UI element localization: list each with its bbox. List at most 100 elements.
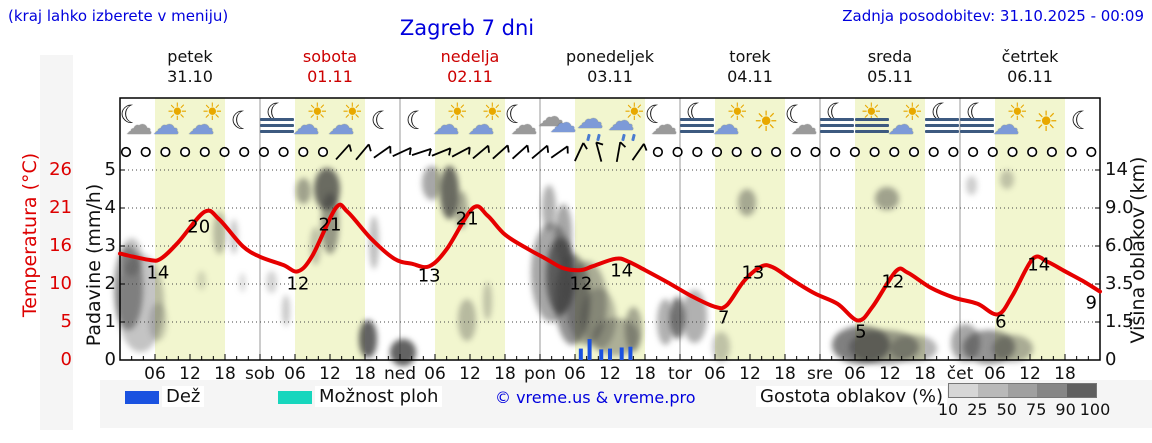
moon-glyph: ☾ <box>685 98 708 127</box>
cloud-blob <box>656 299 675 345</box>
rain-bar <box>628 346 633 360</box>
cloud-blob <box>566 261 608 345</box>
wind-calm-icon <box>180 146 191 158</box>
left-axis-strip <box>40 55 73 430</box>
cloud-glyph: ☁ <box>549 108 577 139</box>
wind-barb-icon <box>451 146 471 158</box>
day-date: 04.11 <box>727 67 773 86</box>
wind-barb-icon <box>492 144 510 160</box>
rain-bar <box>599 349 604 360</box>
cloud-blob <box>390 339 416 366</box>
day-header-sreda: sreda 05.11 <box>867 47 913 87</box>
temperature-curve <box>118 202 1102 323</box>
wind-calm-icon <box>810 146 821 158</box>
cloud-blob <box>149 303 167 341</box>
sun-glyph: ☀ <box>446 98 469 126</box>
fog-moon-icon: ☾ <box>258 100 298 146</box>
wind-calm-icon <box>790 146 801 158</box>
wind-calm-icon <box>967 146 979 158</box>
sun-cloud-icon: ☀ ☁ <box>153 100 193 146</box>
wind-barb-icon <box>392 146 412 158</box>
sun-glyph: ☀ <box>623 98 646 126</box>
wind-barb-icon <box>431 147 452 157</box>
fog-line <box>959 130 994 133</box>
showers-legend-label: Možnost ploh <box>315 386 443 407</box>
moon-glyph: ☾ <box>119 100 142 129</box>
wind-barb-icon <box>574 142 588 162</box>
cloud-blob <box>358 320 378 359</box>
wind-calm-icon <box>140 146 151 158</box>
sun-glyph: ☀ <box>901 98 924 126</box>
fog-line <box>259 118 294 121</box>
cloud-blob <box>554 204 573 265</box>
rain-bar <box>608 348 612 360</box>
copyright-link[interactable]: © vreme.us & vreme.pro <box>495 388 696 407</box>
wind-calm-icon <box>317 146 329 158</box>
moon-icon: ☾ <box>363 100 403 146</box>
moon-glyph: ☾ <box>825 98 848 127</box>
wind-calm-icon <box>120 146 132 158</box>
x-hour-label: 12 <box>739 364 761 384</box>
wind-barb-icon <box>511 144 530 160</box>
sun-cloud-icon: ☀ ☁ <box>293 100 333 146</box>
moon-icon: ☾ <box>1063 100 1103 146</box>
cloud-blob <box>457 299 477 341</box>
rain-legend-label: Dež <box>162 386 205 407</box>
x-hour-label: 12 <box>1019 364 1041 384</box>
temp-value-label: 12 <box>881 271 905 293</box>
wind-calm-icon <box>160 146 171 158</box>
clouds-icon: ☁ ☁ <box>538 100 578 146</box>
fog-moon-icon: ☾ <box>958 100 998 146</box>
day-date: 31.10 <box>167 67 213 86</box>
x-hour-label: 12 <box>179 364 201 384</box>
cloud-blob <box>669 297 685 340</box>
fog-line <box>854 118 889 121</box>
moon-glyph: ☾ <box>370 106 393 135</box>
moon-glyph: ☾ <box>930 98 953 127</box>
cloud-glyph: ☁ <box>537 102 565 133</box>
cloud-blob <box>239 272 246 292</box>
cloud-blob <box>482 282 493 321</box>
wind-calm-icon <box>298 146 309 158</box>
x-hour-label: 18 <box>494 364 516 384</box>
cloud-glyph: ☁ <box>992 110 1020 141</box>
fog-line <box>259 130 294 133</box>
sun-glyph: ☀ <box>341 98 364 126</box>
wind-calm-icon <box>1027 146 1038 158</box>
temp-tick: 5 <box>60 311 72 332</box>
cloud-glyph: ☁ <box>152 110 180 141</box>
cloud-glyph: ☁ <box>607 106 635 137</box>
fog-line <box>959 118 994 121</box>
fog-line <box>924 124 959 127</box>
x-hour-label: 18 <box>354 364 376 384</box>
x-hour-label: 06 <box>704 364 726 384</box>
moon-glyph: ☾ <box>265 98 288 127</box>
sun-glyph: ☀ <box>306 98 329 126</box>
temp-tick: 10 <box>49 273 72 294</box>
cloud-height-tick: 3.5 <box>1105 273 1134 294</box>
day-header-četrtek: četrtek 06.11 <box>1002 47 1059 87</box>
temp-value-label: 6 <box>995 311 1007 333</box>
wind-calm-icon <box>1007 146 1018 158</box>
cloud-blob <box>114 246 144 330</box>
wind-barb-icon <box>615 141 627 163</box>
cloud-blob <box>117 253 164 353</box>
temp-value-label: 21 <box>318 214 342 236</box>
cloud-blob <box>282 295 291 326</box>
cloud-blob <box>992 335 1033 362</box>
sun-cloud-icon: ☀ ☁ <box>188 100 228 146</box>
day-header-ponedeljek: ponedeljek 03.11 <box>566 47 654 87</box>
temp-value-label: 13 <box>741 262 765 284</box>
cloud-density-tick: 25 <box>967 400 988 419</box>
cloud-density-segment <box>1066 384 1096 397</box>
sun-glyph: ☀ <box>1006 98 1029 126</box>
fog-line <box>924 118 959 121</box>
sun-glyph: ☀ <box>726 98 749 126</box>
x-hour-label: 18 <box>214 364 236 384</box>
rain-bar <box>619 347 624 360</box>
moon-icon: ☾ <box>398 100 438 146</box>
temp-value-label: 7 <box>718 307 730 329</box>
cloud-blob <box>440 166 459 220</box>
precip-tick: 3 <box>104 235 116 256</box>
